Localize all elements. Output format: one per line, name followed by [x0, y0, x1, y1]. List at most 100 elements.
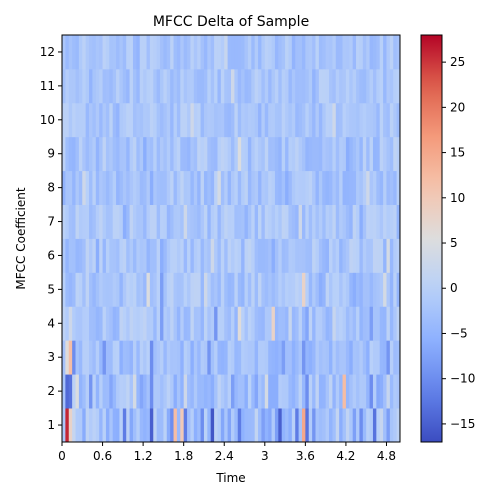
heatmap-cell	[105, 35, 110, 70]
heatmap-cell	[274, 340, 279, 375]
heatmap-cell	[129, 170, 134, 205]
heatmap-cell	[190, 35, 195, 70]
heatmap-cell	[75, 238, 80, 273]
heatmap-cell	[366, 35, 370, 70]
heatmap-cell	[210, 374, 215, 409]
heatmap-cell	[254, 170, 259, 205]
heatmap-cell	[65, 340, 70, 375]
heatmap-cell	[89, 306, 93, 341]
heatmap-cell	[187, 306, 191, 341]
heatmap-cell	[183, 374, 188, 409]
heatmap-cell	[109, 408, 114, 443]
y-axis-label: MFCC Coefficient	[14, 187, 28, 289]
heatmap-cell	[274, 238, 279, 273]
heatmap-cell	[75, 306, 80, 341]
heatmap-cell	[68, 238, 73, 273]
heatmap-cell	[342, 374, 347, 409]
heatmap-cell	[379, 204, 384, 239]
heatmap-cell	[335, 170, 340, 205]
heatmap-cell	[89, 35, 93, 70]
heatmap-cell	[376, 170, 381, 205]
heatmap-cell	[254, 204, 259, 239]
heatmap-cell	[105, 306, 110, 341]
heatmap-cell	[160, 272, 164, 307]
heatmap-cell	[200, 204, 205, 239]
heatmap-cell	[332, 238, 337, 273]
heatmap-cell	[176, 204, 181, 239]
heatmap-cell	[231, 136, 235, 172]
heatmap-cell	[72, 35, 76, 70]
heatmap-cell	[95, 204, 100, 239]
heatmap-cell	[318, 238, 323, 273]
heatmap-cell	[349, 306, 354, 341]
heatmap-cell	[224, 170, 229, 205]
heatmap-cell	[126, 35, 130, 70]
heatmap-cell	[359, 374, 364, 409]
heatmap-cell	[180, 136, 185, 172]
heatmap-cell	[376, 204, 381, 239]
heatmap-cell	[99, 238, 103, 273]
heatmap-cell	[312, 306, 316, 341]
heatmap-cell	[72, 170, 76, 205]
heatmap-cell	[345, 306, 350, 341]
heatmap-cell	[356, 136, 360, 172]
heatmap-cell	[122, 408, 127, 443]
heatmap-cell	[342, 340, 347, 375]
heatmap-cell	[396, 68, 401, 104]
heatmap-cell	[65, 102, 70, 138]
heatmap-cell	[190, 170, 195, 205]
heatmap-cell	[143, 102, 147, 138]
heatmap-cell	[116, 340, 120, 375]
heatmap-cell	[72, 102, 76, 138]
heatmap-cell	[139, 170, 144, 205]
y-tick-label: 6	[47, 248, 55, 262]
heatmap-cell	[183, 136, 188, 172]
heatmap-cell	[332, 272, 337, 307]
heatmap-cell	[312, 204, 316, 239]
heatmap-cell	[227, 340, 232, 375]
heatmap-cell	[68, 272, 73, 307]
heatmap-cell	[393, 374, 398, 409]
heatmap-cell	[244, 68, 249, 104]
heatmap-cell	[119, 272, 124, 307]
heatmap-cell	[362, 272, 367, 307]
heatmap-cell	[197, 35, 201, 70]
heatmap-cell	[220, 340, 225, 375]
heatmap-cell	[65, 272, 70, 307]
heatmap-cell	[153, 35, 158, 70]
heatmap-cell	[146, 136, 151, 172]
heatmap-cell	[217, 408, 222, 443]
heatmap-cell	[247, 102, 252, 138]
heatmap-cell	[149, 340, 154, 375]
heatmap-cell	[362, 136, 367, 172]
heatmap-cell	[139, 204, 144, 239]
heatmap-cell	[112, 136, 117, 172]
heatmap-cell	[190, 306, 195, 341]
heatmap-cell	[78, 136, 83, 172]
heatmap-cell	[339, 340, 343, 375]
heatmap-cell	[224, 340, 229, 375]
heatmap-cell	[291, 102, 296, 138]
heatmap-cell	[119, 408, 124, 443]
heatmap-cell	[75, 204, 80, 239]
heatmap-cell	[180, 68, 185, 104]
heatmap-cell	[149, 102, 154, 138]
heatmap-cell	[281, 170, 286, 205]
heatmap-cell	[383, 374, 387, 409]
heatmap-cell	[278, 306, 283, 341]
heatmap-cell	[339, 136, 343, 172]
heatmap-cell	[393, 68, 398, 104]
heatmap-cell	[109, 374, 114, 409]
heatmap-cell	[65, 170, 70, 205]
heatmap-cell	[247, 238, 252, 273]
heatmap-cell	[231, 68, 235, 104]
heatmap-cell	[78, 238, 83, 273]
heatmap-cell	[369, 408, 374, 443]
heatmap-cell	[112, 306, 117, 341]
heatmap-cell	[335, 374, 340, 409]
heatmap-cell	[116, 238, 120, 273]
heatmap-cell	[362, 170, 367, 205]
heatmap-cell	[288, 374, 293, 409]
heatmap-cell	[359, 238, 364, 273]
